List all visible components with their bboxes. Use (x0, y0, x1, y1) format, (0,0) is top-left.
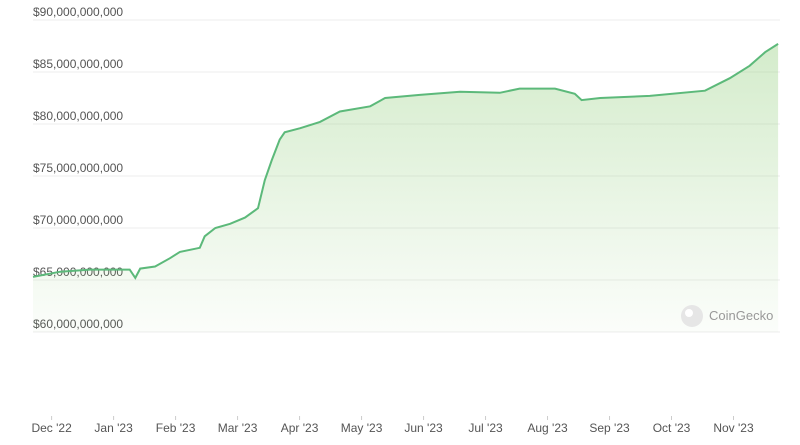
x-tick-label: Dec '22 (31, 421, 72, 435)
area-fill (33, 43, 779, 333)
x-tick-label: Jul '23 (468, 421, 503, 435)
y-tick-label: $80,000,000,000 (33, 109, 123, 123)
x-tick-label: Feb '23 (156, 421, 196, 435)
x-tick-label: Mar '23 (218, 421, 258, 435)
x-tick-label: Sep '23 (589, 421, 630, 435)
y-tick-label: $90,000,000,000 (33, 5, 123, 19)
x-tick-label: Oct '23 (653, 421, 691, 435)
x-tick-label: Jan '23 (94, 421, 133, 435)
watermark-logo (681, 305, 703, 327)
y-tick-label: $75,000,000,000 (33, 161, 123, 175)
watermark: CoinGecko (709, 308, 773, 323)
watermark-logo-eye (685, 309, 693, 317)
x-tick-label: May '23 (341, 421, 383, 435)
x-tick-label: Aug '23 (527, 421, 568, 435)
x-tick-label: Apr '23 (281, 421, 319, 435)
y-tick-label: $85,000,000,000 (33, 57, 123, 71)
x-tick-label: Jun '23 (404, 421, 443, 435)
line (32, 43, 779, 280)
x-tick-label: Nov '23 (713, 421, 754, 435)
plot (32, 43, 779, 333)
y-tick-label: $70,000,000,000 (33, 213, 123, 227)
